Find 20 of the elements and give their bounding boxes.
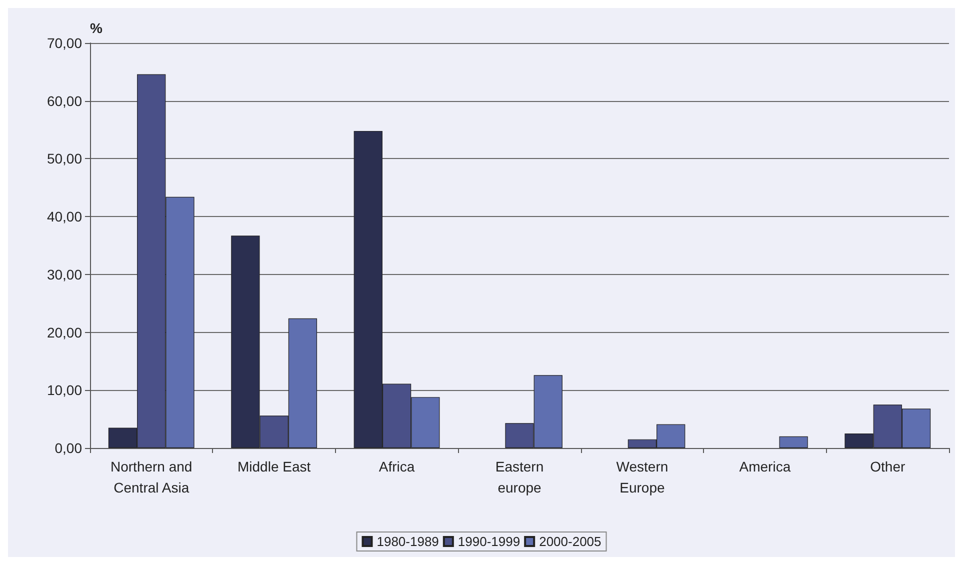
x-tick-label: America: [739, 458, 791, 474]
y-tick-label: 50,00: [46, 150, 82, 167]
bar: [779, 436, 808, 448]
legend-label: 1980-1989: [376, 534, 439, 549]
x-tick-label: Western Europe: [616, 458, 668, 496]
y-tick-label: 70,00: [46, 35, 82, 51]
y-tick-label: 0,00: [54, 440, 82, 456]
y-tick-label: 60,00: [46, 92, 82, 109]
legend-label: 1990-1999: [458, 534, 520, 549]
y-tick-label: 30,00: [46, 266, 82, 282]
y-axis-title: %: [90, 20, 103, 36]
y-tick-label: 10,00: [46, 382, 82, 398]
x-tick-label: Middle East: [237, 458, 311, 474]
legend-label: 2000-2005: [539, 534, 602, 549]
x-tick-label: Northern and Central Asia: [110, 458, 192, 496]
x-tick-label: Other: [870, 458, 906, 474]
y-tick-label: 20,00: [46, 324, 82, 340]
x-tick-label: Eastern europe: [495, 458, 544, 496]
y-tick-label: 40,00: [46, 208, 82, 225]
x-tick-label: Africa: [378, 458, 415, 474]
